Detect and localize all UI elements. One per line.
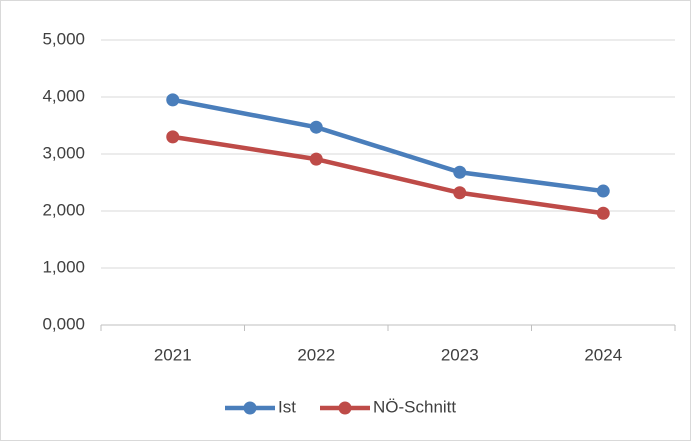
- x-tick-label: 2021: [154, 345, 192, 364]
- y-tick-label: 2,000: [42, 200, 85, 219]
- y-tick-label: 4,000: [42, 86, 85, 105]
- series-marker: [166, 130, 180, 144]
- legend-marker: [243, 401, 257, 415]
- x-tick-label: 2024: [584, 345, 622, 364]
- y-tick-label: 5,000: [42, 29, 85, 48]
- series-line: [172, 134, 604, 216]
- series-marker: [453, 186, 467, 200]
- x-tick-label: 2022: [297, 345, 335, 364]
- series-marker: [166, 93, 180, 107]
- series-marker: [596, 184, 610, 198]
- series-marker: [596, 206, 610, 220]
- legend-marker: [338, 401, 352, 415]
- y-tick-label: 1,000: [42, 257, 85, 276]
- legend-label: Ist: [278, 397, 296, 416]
- series-marker: [309, 152, 323, 166]
- series-line: [172, 97, 604, 194]
- series-marker: [453, 165, 467, 179]
- y-tick-label: 3,000: [42, 143, 85, 162]
- series-marker: [309, 120, 323, 134]
- x-tick-label: 2023: [441, 345, 479, 364]
- legend-label: NÖ-Schnitt: [373, 397, 456, 416]
- y-tick-label: 0,000: [42, 314, 85, 333]
